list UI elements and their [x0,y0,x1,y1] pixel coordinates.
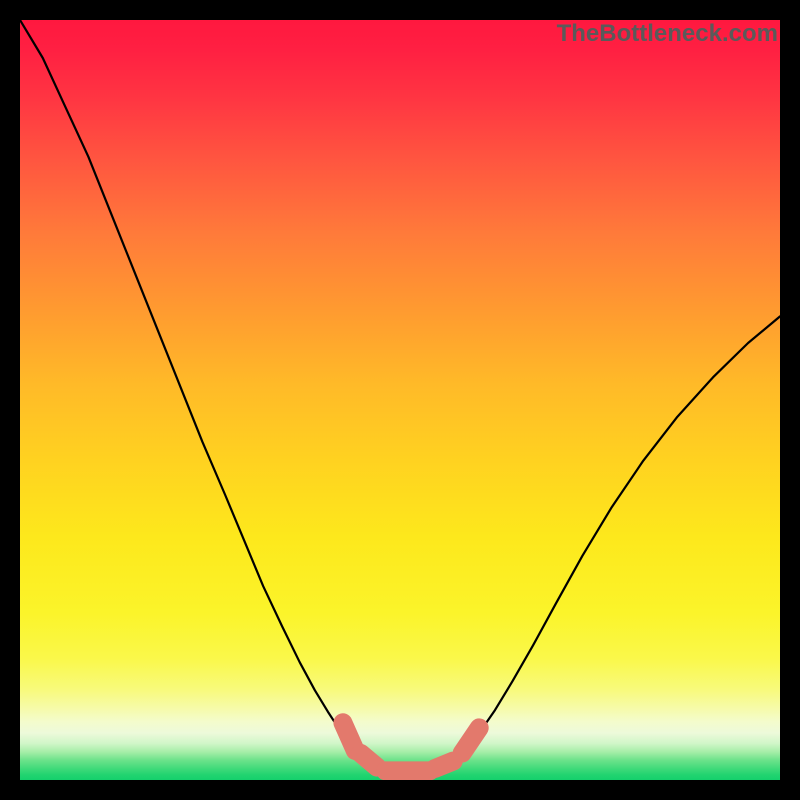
plot-area [20,20,780,780]
chart-outer: TheBottleneck.com [0,0,800,800]
watermark-text: TheBottleneck.com [557,20,778,48]
bottleneck-curve-chart [20,20,780,780]
gradient-background [20,20,780,780]
